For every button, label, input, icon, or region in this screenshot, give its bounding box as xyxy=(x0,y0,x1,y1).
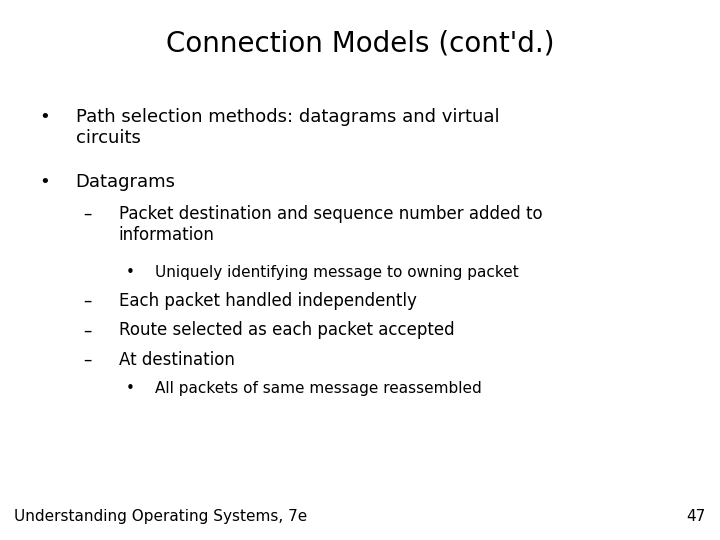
Text: Uniquely identifying message to owning packet: Uniquely identifying message to owning p… xyxy=(155,265,518,280)
Text: •: • xyxy=(40,173,50,191)
Text: Packet destination and sequence number added to
information: Packet destination and sequence number a… xyxy=(119,205,542,244)
Text: Understanding Operating Systems, 7e: Understanding Operating Systems, 7e xyxy=(14,509,307,524)
Text: •: • xyxy=(126,381,135,396)
Text: Path selection methods: datagrams and virtual
circuits: Path selection methods: datagrams and vi… xyxy=(76,108,499,147)
Text: •: • xyxy=(126,265,135,280)
Text: 47: 47 xyxy=(686,509,706,524)
Text: –: – xyxy=(83,292,91,309)
Text: Route selected as each packet accepted: Route selected as each packet accepted xyxy=(119,321,454,339)
Text: –: – xyxy=(83,351,91,369)
Text: All packets of same message reassembled: All packets of same message reassembled xyxy=(155,381,482,396)
Text: Each packet handled independently: Each packet handled independently xyxy=(119,292,417,309)
Text: At destination: At destination xyxy=(119,351,235,369)
Text: Connection Models (cont'd.): Connection Models (cont'd.) xyxy=(166,30,554,58)
Text: –: – xyxy=(83,205,91,223)
Text: •: • xyxy=(40,108,50,126)
Text: Datagrams: Datagrams xyxy=(76,173,176,191)
Text: –: – xyxy=(83,321,91,339)
